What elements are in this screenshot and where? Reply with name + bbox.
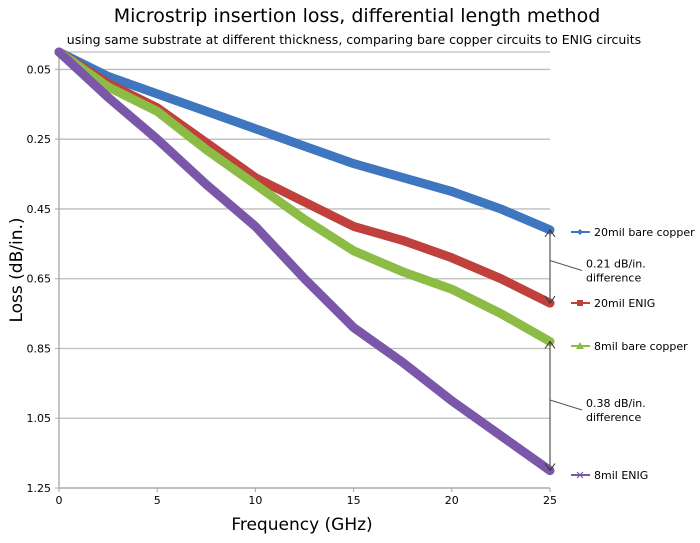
x-axis-ticks: 0 5 10 15 20 25 — [56, 494, 558, 507]
legend-marker-x — [576, 471, 584, 479]
legend-marker-square — [577, 300, 583, 306]
legend-marker-diamond — [577, 229, 583, 235]
legend-label-1: 20mil bare copper — [594, 226, 695, 239]
y-tick-label: 0.45 — [27, 203, 52, 216]
chart-subtitle: using same substrate at different thickn… — [67, 32, 641, 47]
chart-title: Microstrip insertion loss, differential … — [114, 5, 601, 27]
legend-marker-triangle — [576, 342, 584, 349]
arrowhead-down — [544, 463, 556, 472]
y-tick-label: 1.25 — [27, 482, 52, 495]
x-tick-label: 20 — [445, 494, 459, 507]
x-tick-label: 0 — [56, 494, 63, 507]
legend-label-3: 8mil bare copper — [594, 340, 688, 353]
legend: 20mil bare copper 20mil ENIG 8mil bare cop… — [571, 226, 695, 482]
legend-label-2: 20mil ENIG — [594, 297, 655, 310]
x-tick-label: 10 — [248, 494, 262, 507]
annotation-text: 0.21 dB/in. — [586, 258, 646, 271]
legend-label-4: 8mil ENIG — [594, 469, 648, 482]
y-tick-label: 0.85 — [27, 342, 52, 355]
y-tick-label: 0.05 — [27, 63, 52, 76]
annotation-leader — [549, 260, 583, 271]
annotation-leader — [549, 399, 583, 411]
arrowhead-down — [544, 295, 556, 304]
axes — [58, 52, 551, 492]
annotation-text: 0.38 dB/in. — [586, 397, 646, 410]
y-axis-ticks: 0.05 0.25 0.45 0.65 0.85 1.05 1.25 — [27, 63, 52, 495]
annotation-text: difference — [586, 272, 641, 285]
y-tick-label: 0.65 — [27, 273, 52, 286]
x-tick-label: 15 — [347, 494, 361, 507]
x-tick-label: 25 — [543, 494, 557, 507]
y-tick-label: 1.05 — [27, 412, 52, 425]
y-axis-label: Loss (dB/in.) — [7, 217, 27, 322]
series-line-3 — [54, 47, 555, 346]
y-tick-label: 0.25 — [27, 133, 52, 146]
series-line-4 — [54, 47, 555, 476]
annotation-text: difference — [586, 411, 641, 424]
x-axis-label: Frequency (GHz) — [231, 515, 372, 535]
series-line-1 — [54, 47, 555, 235]
arrowhead-up — [544, 340, 556, 349]
series-lines — [54, 47, 555, 476]
arrowhead-up — [544, 229, 556, 238]
x-tick-label: 5 — [154, 494, 161, 507]
